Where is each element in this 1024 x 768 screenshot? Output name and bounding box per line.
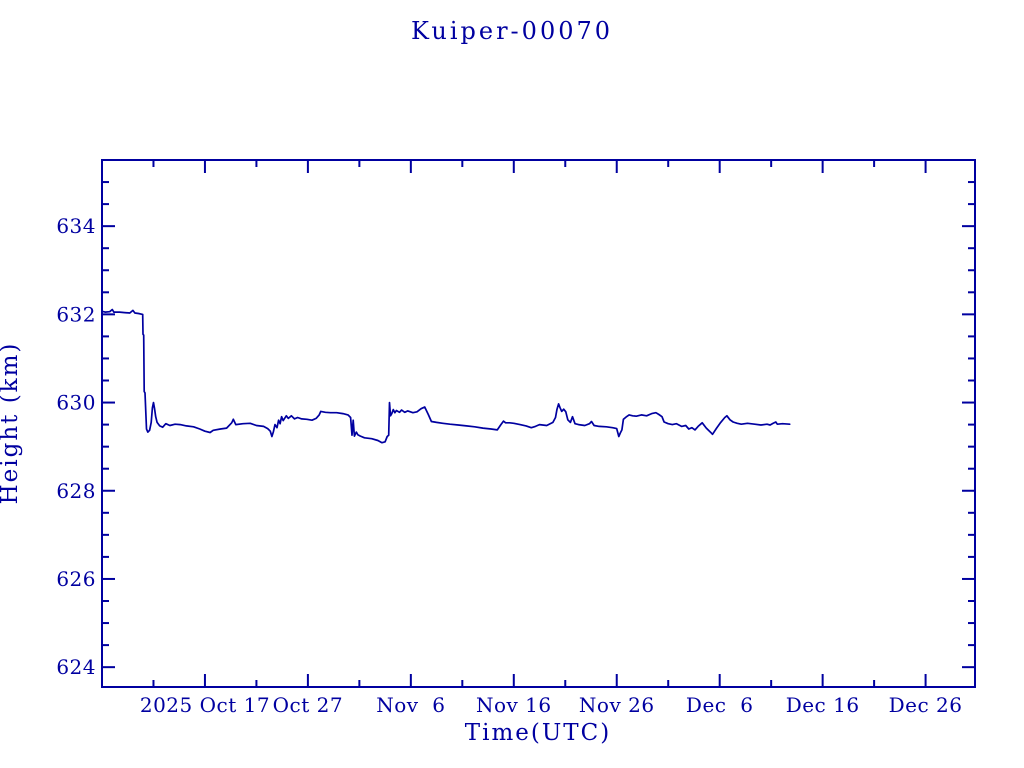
- y-tick-labels: 624 626 628 630 632 634: [56, 214, 96, 679]
- y-tick-label: 626: [56, 567, 96, 591]
- x-tick-label: 2025 Oct 17: [140, 693, 270, 717]
- plot-frame: [101, 159, 976, 688]
- x-tick-label: Dec 26: [889, 693, 963, 717]
- y-tick-label: 628: [56, 479, 96, 503]
- x-axis-title: Time(UTC): [465, 720, 611, 746]
- x-tick-label: Nov 16: [476, 693, 552, 717]
- y-tick-label: 624: [56, 655, 96, 679]
- y-axis-title: Height (km): [0, 342, 23, 505]
- x-tick-labels: 2025 Oct 17 Oct 27 Nov 6 Nov 16 Nov 26 Dec 6 D…: [140, 693, 963, 717]
- axis-ticks: [102, 160, 975, 687]
- height-series-line: [101, 308, 791, 444]
- y-tick-label: 632: [56, 302, 96, 326]
- chart-title: Kuiper-00070: [411, 17, 613, 45]
- y-tick-label: 630: [56, 391, 96, 415]
- x-tick-label: Nov 26: [579, 693, 655, 717]
- x-tick-label: Dec 16: [786, 693, 860, 717]
- x-tick-label: Dec 6: [686, 693, 754, 717]
- x-tick-label: Oct 27: [273, 693, 343, 717]
- y-tick-label: 634: [56, 214, 96, 238]
- x-tick-label: Nov 6: [376, 693, 445, 717]
